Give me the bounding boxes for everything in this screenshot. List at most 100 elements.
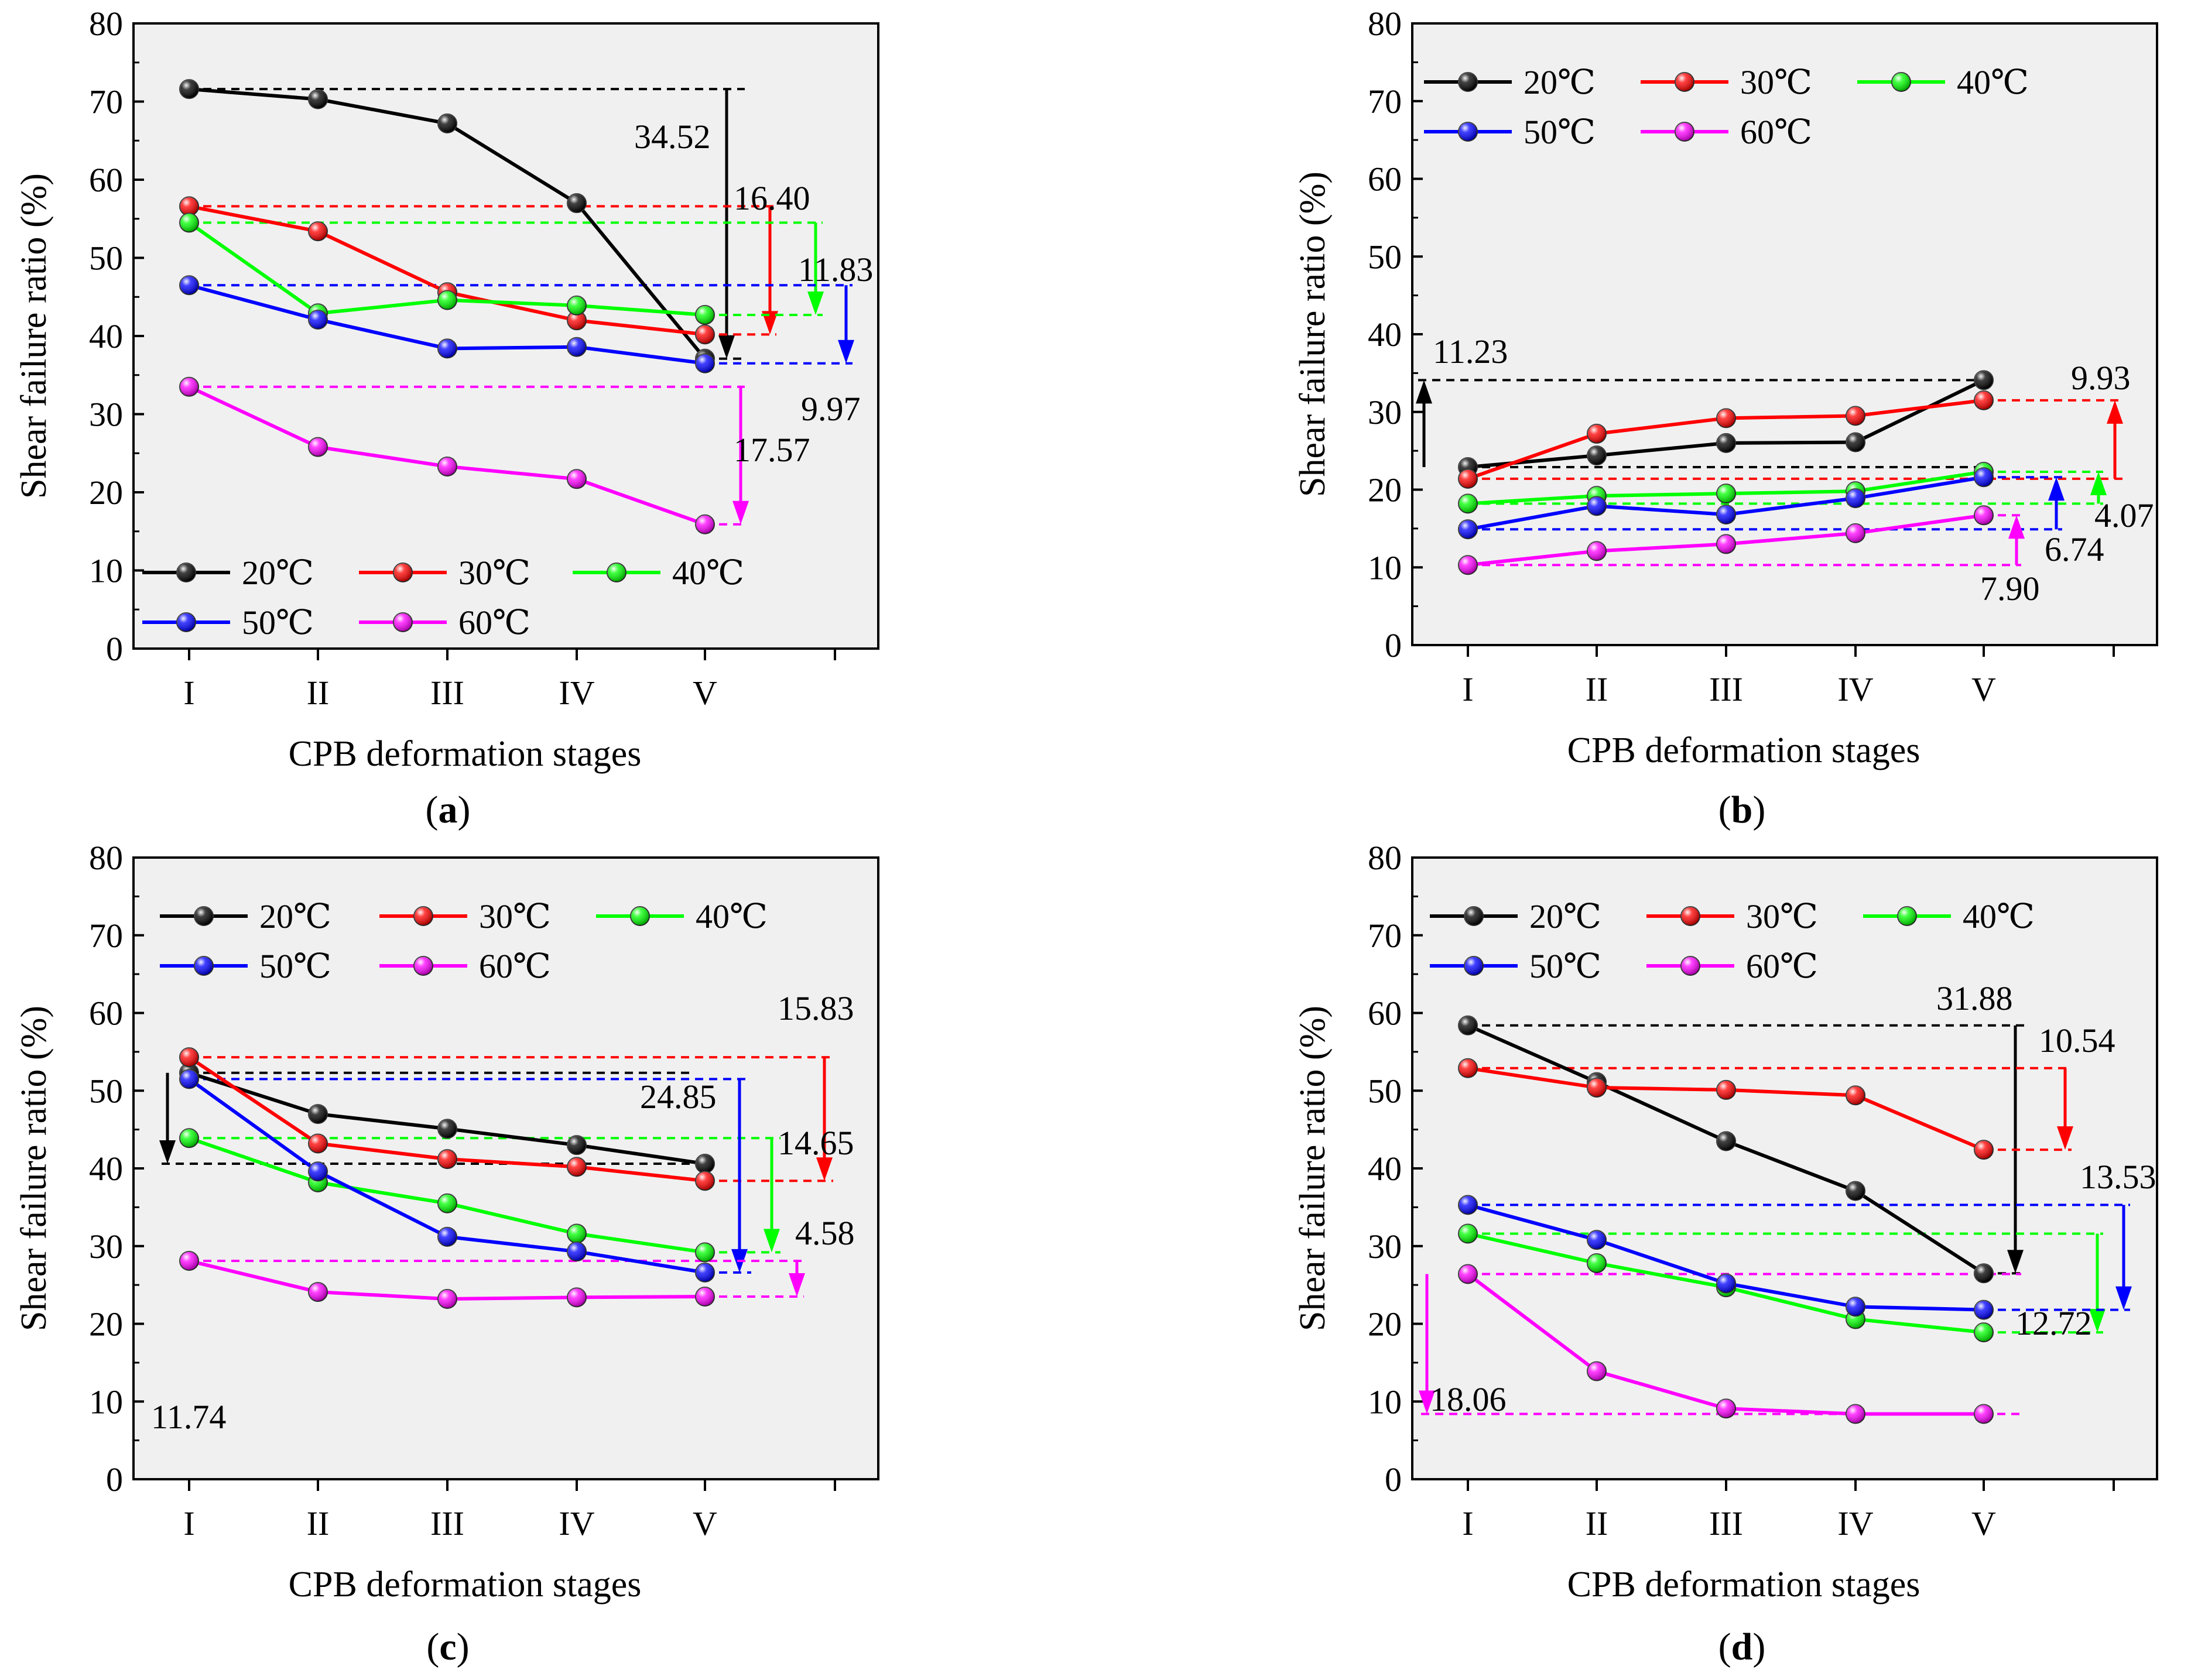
difference-label: 31.88 (1936, 979, 2013, 1017)
y-tick-label: 0 (1385, 626, 1402, 664)
difference-label: 15.83 (778, 989, 854, 1027)
data-point-shine (438, 114, 457, 133)
data-point-shine (1459, 1264, 1477, 1284)
x-axis-title: CPB deformation stages (289, 734, 642, 774)
arrow-head (2090, 471, 2107, 495)
data-point-shine (1846, 406, 1865, 426)
data-point-shine (1717, 433, 1735, 452)
x-tick-label: I (1462, 1504, 1473, 1542)
data-point-shine (1459, 469, 1477, 488)
data-point-shine (1974, 1140, 1993, 1160)
series-0 (1458, 370, 1994, 478)
panel-label: (d) (1718, 1626, 1766, 1668)
data-point-shine (1974, 1323, 1993, 1342)
x-tick-label: V (1971, 670, 1996, 708)
data-point-shine (1846, 489, 1865, 508)
data-point-shine (1846, 1404, 1865, 1424)
data-point-shine (180, 1251, 198, 1270)
data-point-shine (180, 197, 198, 216)
series-1 (1458, 1058, 1994, 1160)
series-3 (1458, 467, 1994, 540)
series-1 (1458, 390, 1994, 489)
difference-label: 9.93 (2071, 359, 2131, 397)
y-tick-label: 50 (1368, 1072, 1402, 1110)
y-tick-label: 60 (1368, 160, 1402, 198)
x-tick-label: IV (1837, 670, 1873, 708)
data-point-shine (696, 305, 714, 324)
data-point-shine (1974, 1264, 1993, 1283)
arrow-head (732, 500, 749, 524)
data-point-shine (438, 457, 457, 476)
difference-label: 11.83 (798, 251, 873, 289)
x-tick-label: V (693, 674, 717, 712)
legend: 20℃ 30℃ 40℃ 50℃ 60℃ (142, 554, 744, 642)
difference-label: 6.74 (2045, 530, 2104, 568)
legend-label: 30℃ (1746, 897, 1818, 935)
difference-label: 14.65 (778, 1124, 854, 1162)
data-point-shine (1587, 541, 1606, 561)
difference-annotation: 11.83 (189, 221, 873, 316)
legend-item: 20℃ (142, 554, 314, 592)
legend-label: 60℃ (458, 604, 530, 642)
data-point-shine (1587, 1078, 1606, 1097)
plot-area (1411, 856, 2158, 1480)
legend-item: 60℃ (1641, 113, 1812, 151)
legend-item: 60℃ (379, 947, 551, 985)
difference-label: 18.06 (1430, 1380, 1507, 1418)
arrow-head (816, 1157, 833, 1181)
difference-annotation: 11.23 (1416, 332, 1986, 469)
legend-marker-shine (1681, 956, 1700, 975)
y-tick-label: 60 (89, 161, 123, 199)
data-point-shine (1587, 496, 1606, 516)
series-3 (179, 1069, 715, 1283)
legend-item: 50℃ (1430, 947, 1601, 985)
difference-label: 7.90 (1980, 570, 2040, 608)
data-point-shine (1974, 1404, 1993, 1424)
x-tick-label: I (183, 674, 194, 712)
difference-label: 16.40 (734, 179, 810, 217)
x-axis-title: CPB deformation stages (1567, 1565, 1920, 1604)
y-tick-label: 20 (89, 1305, 123, 1343)
data-point-shine (696, 1287, 714, 1307)
difference-annotation: 24.85 (189, 1078, 751, 1274)
panel-label: (b) (1718, 788, 1766, 831)
legend-marker-shine (1898, 907, 1916, 925)
difference-label: 4.58 (795, 1214, 855, 1252)
data-point-shine (1846, 1181, 1865, 1201)
data-point-shine (180, 377, 198, 396)
legend-marker-shine (414, 907, 433, 925)
y-tick-label: 50 (1368, 238, 1402, 276)
legend-item: 40℃ (1863, 897, 2035, 935)
legend-label: 40℃ (696, 897, 768, 935)
y-tick-label: 30 (89, 1228, 123, 1266)
difference-annotation: 14.65 (189, 1124, 854, 1254)
legend-item: 40℃ (573, 554, 744, 592)
arrow-head (2048, 477, 2065, 501)
y-tick-label: 80 (1368, 839, 1402, 877)
legend-marker-shine (414, 956, 433, 975)
x-tick-label: IV (1837, 1504, 1873, 1542)
data-point-shine (567, 469, 586, 489)
data-point-shine (309, 222, 327, 241)
y-tick-label: 20 (1368, 471, 1402, 509)
x-tick-label: III (430, 1504, 464, 1542)
legend-item: 50℃ (160, 947, 331, 985)
y-tick-label: 10 (89, 552, 123, 590)
y-axis-title: Shear failure ratio (%) (1293, 1006, 1333, 1331)
legend-item: 30℃ (379, 897, 551, 935)
data-point-shine (1459, 556, 1477, 575)
data-point-shine (696, 1263, 714, 1282)
legend-marker-shine (393, 563, 412, 582)
data-point-shine (438, 1194, 457, 1213)
data-point-shine (1974, 506, 1993, 525)
data-point-shine (438, 1290, 457, 1309)
difference-annotation: 16.40 (189, 179, 810, 336)
y-tick-label: 70 (89, 83, 123, 121)
series-4 (179, 1250, 715, 1309)
data-point-shine (1717, 1274, 1735, 1293)
data-point-shine (1846, 523, 1865, 543)
data-point-shine (180, 1069, 198, 1089)
difference-annotation: 31.88 (1468, 979, 2026, 1275)
data-point-shine (1974, 390, 1993, 410)
